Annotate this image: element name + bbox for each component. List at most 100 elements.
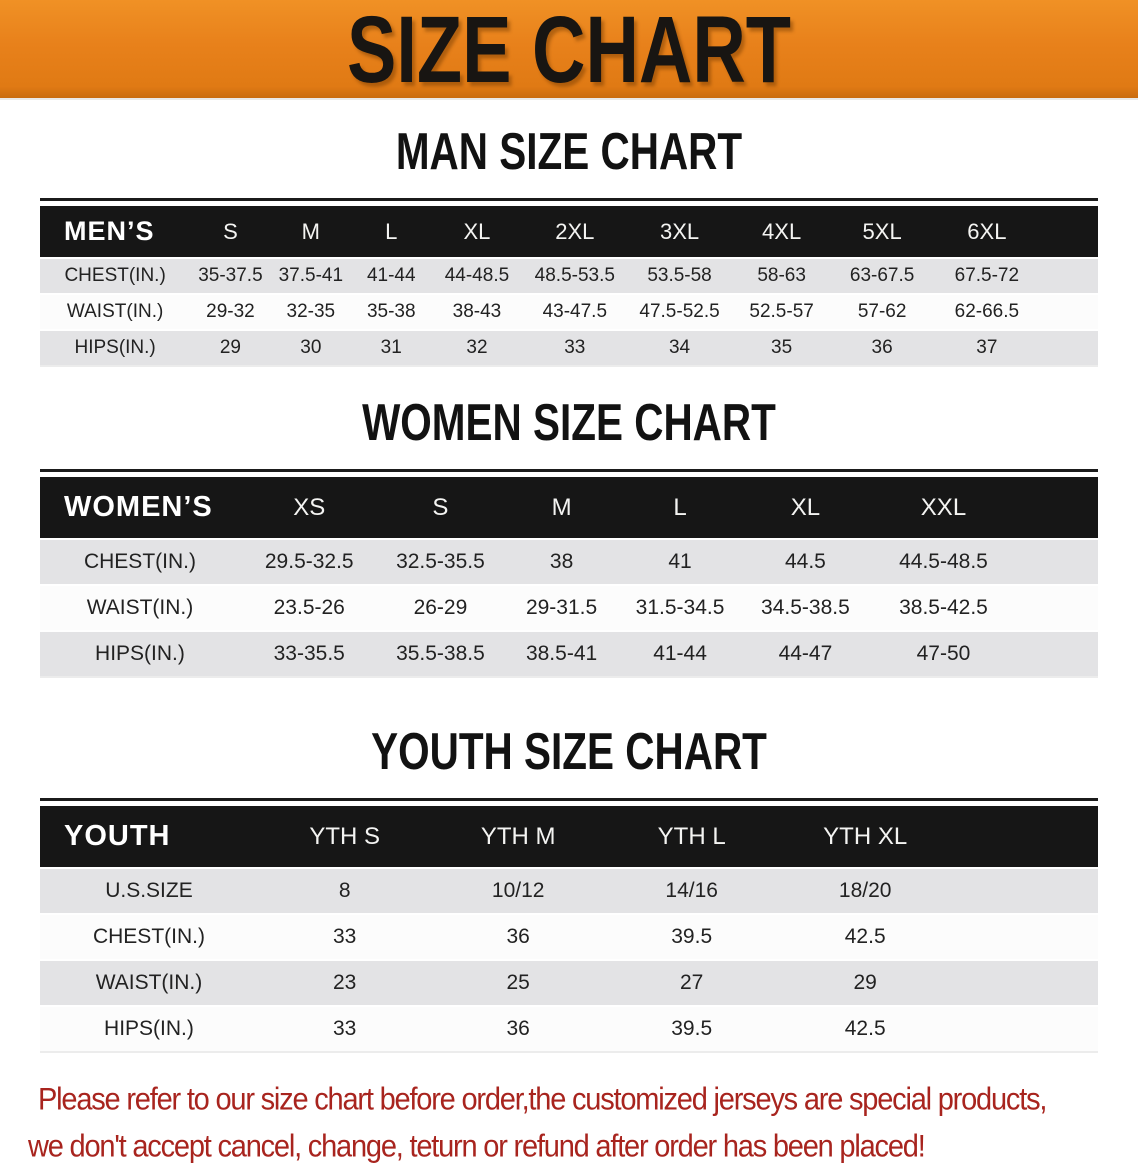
size-value-cell: 52.5-57 xyxy=(731,294,832,330)
spacer-cell xyxy=(951,868,1098,914)
column-header: L xyxy=(620,477,740,539)
spacer-cell xyxy=(1015,585,1098,631)
column-header: 5XL xyxy=(831,206,933,258)
table-title-cell: MEN’S xyxy=(40,206,191,258)
spacer-cell xyxy=(951,914,1098,960)
spacer-cell xyxy=(1040,258,1098,294)
women-size-table: WOMEN’S XS S M L XL XXL CHEST(IN.) 29.5-32.5 32.5… xyxy=(40,477,1098,678)
table-row: HIPS(IN.) 33 36 39.5 42.5 xyxy=(40,1006,1098,1052)
youth-size-table: YOUTH YTH S YTH M YTH L YTH XL U.S.SIZE 8 10/12… xyxy=(40,806,1098,1053)
spacer-cell xyxy=(1015,477,1098,539)
youth-size-table-wrap: YOUTH YTH S YTH M YTH L YTH XL U.S.SIZE 8 10/12… xyxy=(40,798,1098,1053)
row-label: CHEST(IN.) xyxy=(40,914,258,960)
column-header: 3XL xyxy=(627,206,732,258)
size-value-cell: 25 xyxy=(431,960,605,1006)
spacer-cell xyxy=(951,806,1098,868)
column-header: YTH M xyxy=(431,806,605,868)
spacer-cell xyxy=(1040,206,1098,258)
size-value-cell: 63-67.5 xyxy=(831,258,933,294)
size-value-cell: 29.5-32.5 xyxy=(239,539,379,585)
size-value-cell: 44-47 xyxy=(739,631,872,677)
footer-note: Please refer to our size chart before or… xyxy=(28,1077,1098,1171)
size-value-cell: 32 xyxy=(431,330,523,366)
row-label: WAIST(IN.) xyxy=(40,294,191,330)
size-value-cell: 18/20 xyxy=(778,868,952,914)
size-value-cell: 33 xyxy=(257,914,432,960)
spacer-cell xyxy=(1015,539,1098,585)
size-value-cell: 35-38 xyxy=(351,294,432,330)
size-value-cell: 42.5 xyxy=(778,1006,952,1052)
size-value-cell: 36 xyxy=(431,914,605,960)
size-value-cell: 33 xyxy=(522,330,628,366)
size-value-cell: 31 xyxy=(351,330,432,366)
size-value-cell: 29-32 xyxy=(190,294,271,330)
row-label: HIPS(IN.) xyxy=(40,330,191,366)
size-value-cell: 67.5-72 xyxy=(932,258,1041,294)
size-value-cell: 44.5-48.5 xyxy=(871,539,1016,585)
size-value-cell: 53.5-58 xyxy=(627,258,732,294)
table-row: WAIST(IN.) 29-32 32-35 35-38 38-43 43-47.5 47.… xyxy=(40,294,1098,330)
column-header: XL xyxy=(431,206,523,258)
table-header-row: WOMEN’S XS S M L XL XXL xyxy=(40,477,1098,539)
size-value-cell: 62-66.5 xyxy=(932,294,1041,330)
row-label: HIPS(IN.) xyxy=(40,631,240,677)
size-value-cell: 44-48.5 xyxy=(431,258,523,294)
row-label: U.S.SIZE xyxy=(40,868,258,914)
size-value-cell: 10/12 xyxy=(431,868,605,914)
column-header: XS xyxy=(239,477,379,539)
table-row: U.S.SIZE 8 10/12 14/16 18/20 xyxy=(40,868,1098,914)
table-row: CHEST(IN.) 35-37.5 37.5-41 41-44 44-48.5 48.5… xyxy=(40,258,1098,294)
section-heading-women: WOMEN SIZE CHART xyxy=(362,392,776,452)
size-value-cell: 38.5-42.5 xyxy=(871,585,1016,631)
table-row: HIPS(IN.) 29 30 31 32 33 34 35 36 37 xyxy=(40,330,1098,366)
column-header: XXL xyxy=(871,477,1016,539)
row-label: CHEST(IN.) xyxy=(40,258,191,294)
column-header: L xyxy=(351,206,432,258)
size-value-cell: 36 xyxy=(431,1006,605,1052)
column-header: S xyxy=(378,477,503,539)
size-value-cell: 29 xyxy=(190,330,271,366)
size-value-cell: 44.5 xyxy=(739,539,872,585)
size-value-cell: 38 xyxy=(502,539,621,585)
column-header: 4XL xyxy=(731,206,832,258)
column-header: S xyxy=(190,206,271,258)
section-heading-youth: YOUTH SIZE CHART xyxy=(371,721,767,781)
size-value-cell: 36 xyxy=(831,330,933,366)
table-row: CHEST(IN.) 29.5-32.5 32.5-35.5 38 41 44.5 44.5… xyxy=(40,539,1098,585)
size-value-cell: 34.5-38.5 xyxy=(739,585,872,631)
footer-note-line1: Please refer to our size chart before or… xyxy=(38,1082,1047,1118)
size-value-cell: 39.5 xyxy=(604,1006,779,1052)
column-header: YTH XL xyxy=(778,806,952,868)
table-row: CHEST(IN.) 33 36 39.5 42.5 xyxy=(40,914,1098,960)
men-size-table: MEN’S S M L XL 2XL 3XL 4XL 5XL 6XL CHEST(IN.) 35-37… xyxy=(40,206,1098,367)
size-value-cell: 30 xyxy=(270,330,352,366)
size-value-cell: 41 xyxy=(620,539,740,585)
size-value-cell: 47.5-52.5 xyxy=(627,294,732,330)
footer-note-line2: we don't accept cancel, change, teturn o… xyxy=(28,1129,926,1165)
table-row: WAIST(IN.) 23.5-26 26-29 29-31.5 31.5-34.5 34… xyxy=(40,585,1098,631)
size-value-cell: 42.5 xyxy=(778,914,952,960)
size-value-cell: 41-44 xyxy=(351,258,432,294)
size-value-cell: 35-37.5 xyxy=(190,258,271,294)
women-size-table-wrap: WOMEN’S XS S M L XL XXL CHEST(IN.) 29.5-32.5 32.5… xyxy=(40,469,1098,678)
size-value-cell: 35.5-38.5 xyxy=(378,631,503,677)
size-value-cell: 32-35 xyxy=(270,294,352,330)
size-value-cell: 39.5 xyxy=(604,914,779,960)
men-size-table-wrap: MEN’S S M L XL 2XL 3XL 4XL 5XL 6XL CHEST(IN.) 35-37… xyxy=(40,198,1098,367)
column-header: 6XL xyxy=(932,206,1041,258)
size-value-cell: 38.5-41 xyxy=(502,631,621,677)
size-value-cell: 33 xyxy=(257,1006,432,1052)
table-title-cell: YOUTH xyxy=(40,806,258,868)
table-title-cell: WOMEN’S xyxy=(40,477,240,539)
spacer-cell xyxy=(1040,294,1098,330)
row-label: WAIST(IN.) xyxy=(40,960,258,1006)
row-label: HIPS(IN.) xyxy=(40,1006,258,1052)
size-value-cell: 34 xyxy=(627,330,732,366)
table-row: WAIST(IN.) 23 25 27 29 xyxy=(40,960,1098,1006)
size-value-cell: 43-47.5 xyxy=(522,294,628,330)
spacer-cell xyxy=(1040,330,1098,366)
banner-title: SIZE CHART xyxy=(347,0,791,103)
row-label: CHEST(IN.) xyxy=(40,539,240,585)
size-value-cell: 48.5-53.5 xyxy=(522,258,628,294)
